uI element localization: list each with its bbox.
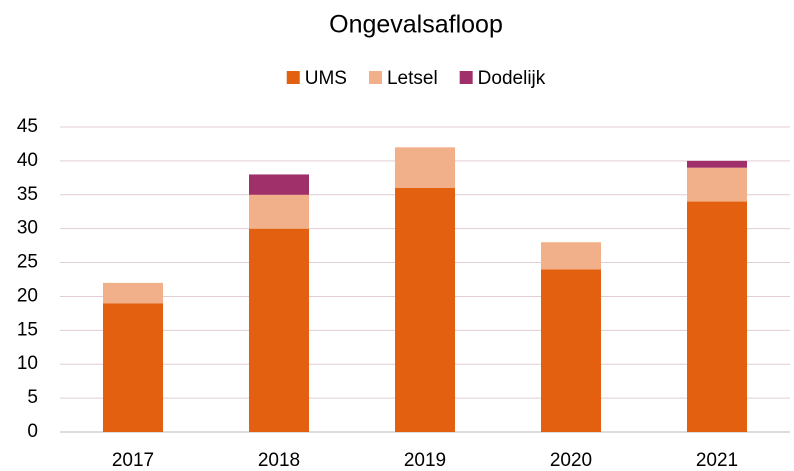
y-tick-label: 0 — [27, 421, 38, 442]
legend-label: Dodelijk — [478, 68, 546, 89]
bar-segment — [249, 228, 309, 432]
bar-segment — [395, 147, 455, 188]
y-tick-label: 10 — [17, 353, 38, 374]
chart-title: Ongevalsafloop — [329, 11, 503, 39]
bar-segment — [687, 201, 747, 432]
bar-segment — [541, 242, 601, 270]
bar-segment — [103, 303, 163, 432]
x-tick-label: 2018 — [258, 450, 300, 471]
y-tick-label: 30 — [17, 218, 38, 239]
legend-swatch — [286, 71, 300, 84]
bar-segment — [687, 167, 747, 202]
y-tick-label: 20 — [17, 285, 38, 306]
y-tick-label: 15 — [17, 319, 38, 340]
y-tick-label: 5 — [27, 387, 38, 408]
y-tick-label: 45 — [17, 116, 38, 137]
y-tick-label: 35 — [17, 184, 38, 205]
legend-swatch — [459, 71, 473, 84]
bar-segment — [541, 269, 601, 432]
x-tick-label: 2017 — [112, 450, 154, 471]
x-tick-label: 2020 — [550, 450, 592, 471]
bar-segment — [395, 188, 455, 432]
y-tick-label: 25 — [17, 252, 38, 273]
y-tick-label: 40 — [17, 150, 38, 171]
legend-swatch — [368, 71, 382, 84]
legend-label: UMS — [305, 68, 347, 89]
legend-label: Letsel — [387, 68, 438, 89]
bar-segment — [249, 194, 309, 229]
x-tick-label: 2021 — [696, 450, 738, 471]
bar-segment — [249, 174, 309, 195]
x-tick-label: 2019 — [404, 450, 446, 471]
bar-segment — [103, 282, 163, 304]
bar-segment — [687, 160, 747, 168]
